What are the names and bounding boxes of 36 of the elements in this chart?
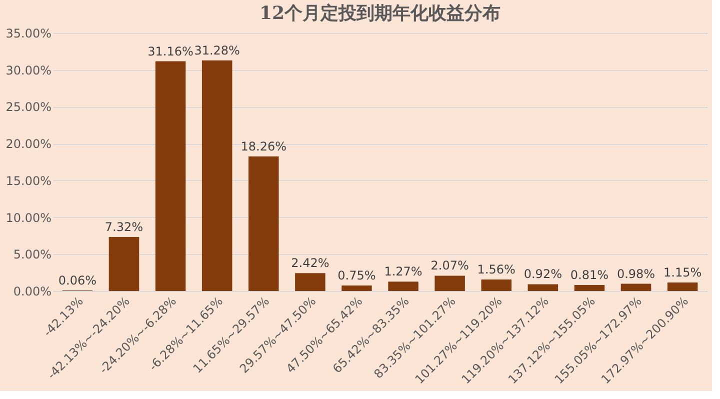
data-label: 0.75% [338, 268, 376, 282]
bar [155, 61, 186, 291]
data-label: 31.28% [194, 43, 240, 58]
y-tick-label: 25.00% [6, 100, 52, 114]
data-label: 2.42% [291, 256, 330, 270]
y-tick-label: 30.00% [6, 63, 52, 78]
bar [108, 237, 140, 291]
y-tick-label: 5.00% [13, 248, 52, 262]
bar [434, 276, 465, 291]
bar [388, 282, 418, 291]
bar [202, 60, 232, 291]
bar [574, 285, 605, 291]
y-tick-label: 35.00% [6, 26, 52, 40]
data-label: 1.56% [477, 262, 516, 276]
data-label: 1.15% [664, 266, 702, 280]
data-label: 7.32% [104, 220, 144, 234]
bar [667, 282, 698, 291]
data-label: 0.92% [524, 267, 562, 282]
bar [342, 285, 372, 291]
y-tick-label: 20.00% [6, 137, 52, 152]
bar [481, 280, 512, 291]
data-label: 0.06% [58, 274, 96, 288]
y-tick-label: 10.00% [6, 210, 52, 225]
y-tick-label: 15.00% [6, 174, 52, 188]
bar [248, 156, 279, 291]
data-label: 31.16% [148, 44, 194, 58]
data-label: 0.98% [616, 266, 656, 281]
data-label: 2.07% [430, 258, 469, 273]
data-label: 1.27% [384, 264, 422, 279]
y-tick-label: 0.00% [13, 284, 52, 298]
data-label: 18.26% [240, 139, 287, 154]
bar [295, 273, 326, 291]
chart-title: 12个月定投到期年化收益分布 [259, 3, 501, 24]
data-label: 0.81% [570, 268, 609, 282]
bar [620, 284, 652, 291]
bar [528, 284, 558, 291]
